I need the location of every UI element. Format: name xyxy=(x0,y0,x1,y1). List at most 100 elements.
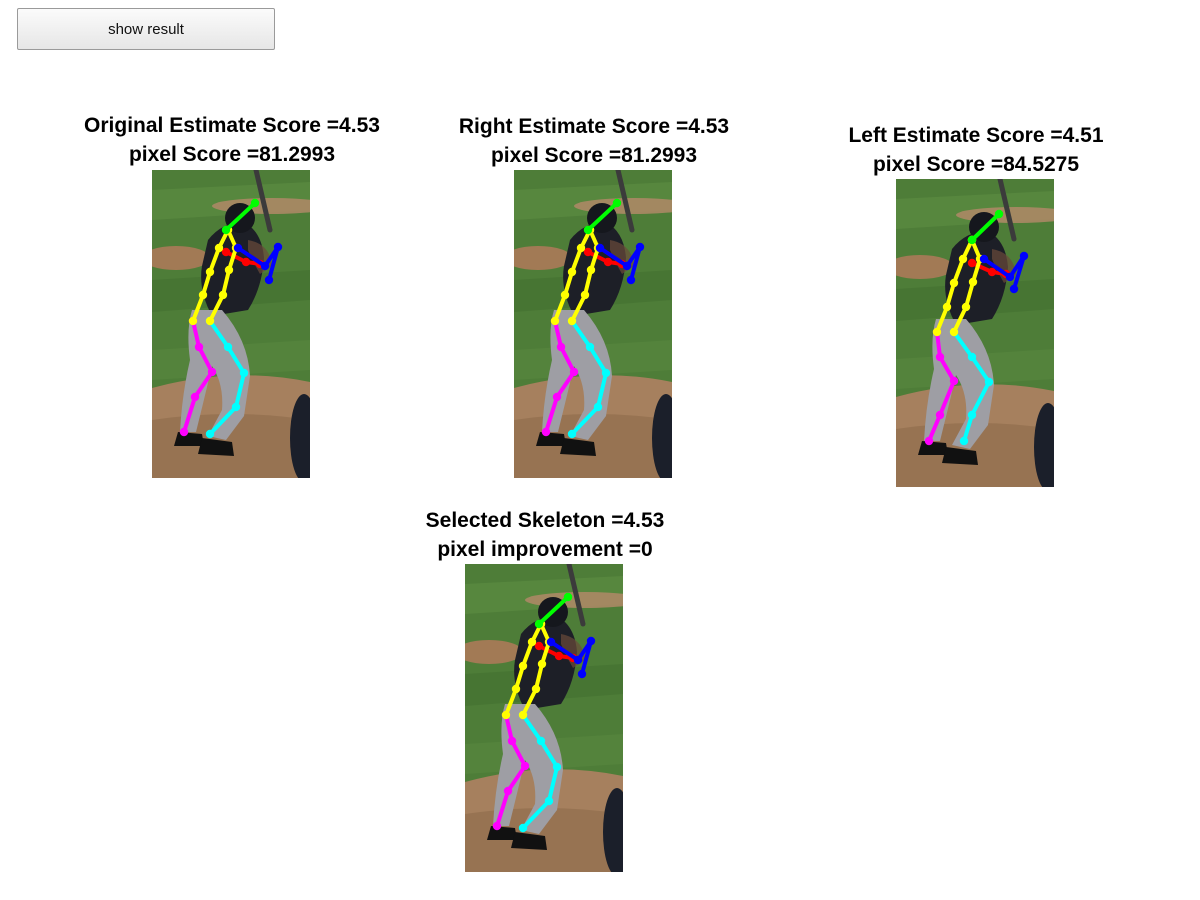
left-leg-limb-joint xyxy=(967,410,977,420)
right-arm-limb-joint xyxy=(1009,284,1019,294)
original-pose-image xyxy=(152,170,310,478)
left-leg-limb-joint xyxy=(959,436,969,446)
right-leg-limb-joint xyxy=(569,367,579,377)
left-shoe xyxy=(487,826,517,840)
left-arm-limb-joint xyxy=(987,267,997,277)
left-pose-image xyxy=(896,179,1054,487)
torso-limb-joint xyxy=(567,316,577,326)
torso-limb-joint xyxy=(537,659,547,669)
torso-limb-joint xyxy=(958,254,968,264)
left-arm-limb-joint xyxy=(534,641,544,651)
head-limb-joint xyxy=(534,619,544,629)
bat xyxy=(997,179,1017,242)
left-leg-limb-joint xyxy=(223,342,233,352)
left-leg-limb-joint xyxy=(536,736,546,746)
torso-limb-joint xyxy=(218,290,228,300)
torso-limb-joint xyxy=(942,302,952,312)
head-limb-joint xyxy=(994,209,1004,219)
torso-limb-joint xyxy=(580,290,590,300)
torso-limb-joint xyxy=(518,661,528,671)
torso-limb-joint xyxy=(961,302,971,312)
torso-limb-joint xyxy=(518,710,528,720)
show-result-button[interactable]: show result xyxy=(17,8,275,50)
original-score-label: Original Estimate Score =4.53 xyxy=(84,114,380,137)
right-leg-limb-joint xyxy=(179,427,189,437)
left-leg-limb-joint xyxy=(593,402,603,412)
left-arm-limb-joint xyxy=(554,651,564,661)
right-leg-limb-joint xyxy=(190,392,200,402)
torso-limb-joint xyxy=(511,684,521,694)
left-leg-limb-joint xyxy=(585,342,595,352)
left-shoe xyxy=(918,441,948,455)
right-shoe xyxy=(560,438,596,456)
left-arm-limb-joint xyxy=(603,257,613,267)
right-leg-limb-joint xyxy=(924,436,934,446)
right-leg-limb-joint xyxy=(935,410,945,420)
head-limb xyxy=(970,212,1001,242)
right-leg-limb-joint xyxy=(507,736,517,746)
right-arm-limb xyxy=(236,245,280,282)
head-limb xyxy=(224,201,257,232)
right-arm-limb-joint xyxy=(260,261,270,271)
bat xyxy=(253,170,273,233)
head-limb-joint xyxy=(563,592,573,602)
right-leg-limb-joint xyxy=(492,821,502,831)
right-leg-limb-joint xyxy=(552,392,562,402)
right-leg-limb-joint xyxy=(949,376,959,386)
right-pixel-score-label: pixel Score =81.2993 xyxy=(490,144,698,167)
torso-limb-joint xyxy=(550,316,560,326)
left-leg-limb-joint xyxy=(518,823,528,833)
left-pixel-score-label: pixel Score =84.5275 xyxy=(872,153,1080,176)
torso-limb-joint xyxy=(205,316,215,326)
torso-limb-joint xyxy=(576,243,586,253)
right-leg-limb-joint xyxy=(207,367,217,377)
left-leg-limb-joint xyxy=(967,352,977,362)
left-leg-limb-joint xyxy=(567,429,577,439)
right-score-label: Right Estimate Score =4.53 xyxy=(458,115,730,138)
original-pixel-score-label: pixel Score =81.2993 xyxy=(128,143,336,166)
left-score-label: Left Estimate Score =4.51 xyxy=(848,124,1104,147)
catcher-silhouette xyxy=(603,788,623,872)
torso-limb-joint xyxy=(932,327,942,337)
torso-limb-joint xyxy=(501,710,511,720)
torso-limb-joint xyxy=(198,290,208,300)
head-limb-joint xyxy=(221,225,231,235)
catcher-silhouette xyxy=(290,394,310,478)
original-title: Original Estimate Score =4.53 pixel Scor… xyxy=(22,111,442,169)
catcher-silhouette xyxy=(1034,403,1054,487)
selected-pixel-improvement-label: pixel improvement =0 xyxy=(437,538,653,561)
left-leg-limb-joint xyxy=(231,402,241,412)
torso-limb-joint xyxy=(205,267,215,277)
left-arm-limb-joint xyxy=(241,257,251,267)
left-leg-limb-joint xyxy=(984,377,994,387)
right-arm-limb-joint xyxy=(635,242,645,252)
torso-limb-joint xyxy=(214,243,224,253)
left-leg-limb-joint xyxy=(239,368,249,378)
right-arm-limb-joint xyxy=(273,242,283,252)
left-shoe xyxy=(174,432,204,446)
right-arm-limb-joint xyxy=(577,669,587,679)
right-shoe xyxy=(198,438,234,456)
right-arm-limb-joint xyxy=(264,275,274,285)
left-leg-limb-joint xyxy=(205,429,215,439)
right-leg-limb-joint xyxy=(520,761,530,771)
left-shoe xyxy=(536,432,566,446)
right-arm-limb-joint xyxy=(979,254,989,264)
right-arm-limb-joint xyxy=(1019,251,1029,261)
right-leg-limb-joint xyxy=(503,786,513,796)
right-arm-limb xyxy=(598,245,642,282)
torso-limb-joint xyxy=(567,267,577,277)
bat xyxy=(566,564,586,627)
left-arm-limb-joint xyxy=(967,258,977,268)
dirt-patch xyxy=(896,255,954,279)
right-arm-limb-joint xyxy=(595,243,605,253)
right-shoe xyxy=(942,447,978,465)
head-limb-joint xyxy=(250,198,260,208)
torso-limb-joint xyxy=(949,278,959,288)
left-leg-limb-joint xyxy=(552,762,562,772)
right-arm-limb-joint xyxy=(546,637,556,647)
selected-score-label: Selected Skeleton =4.53 xyxy=(425,509,665,532)
torso-limb-joint xyxy=(527,637,537,647)
right-leg-limb-joint xyxy=(935,352,945,362)
left-arm-limb-joint xyxy=(583,247,593,257)
